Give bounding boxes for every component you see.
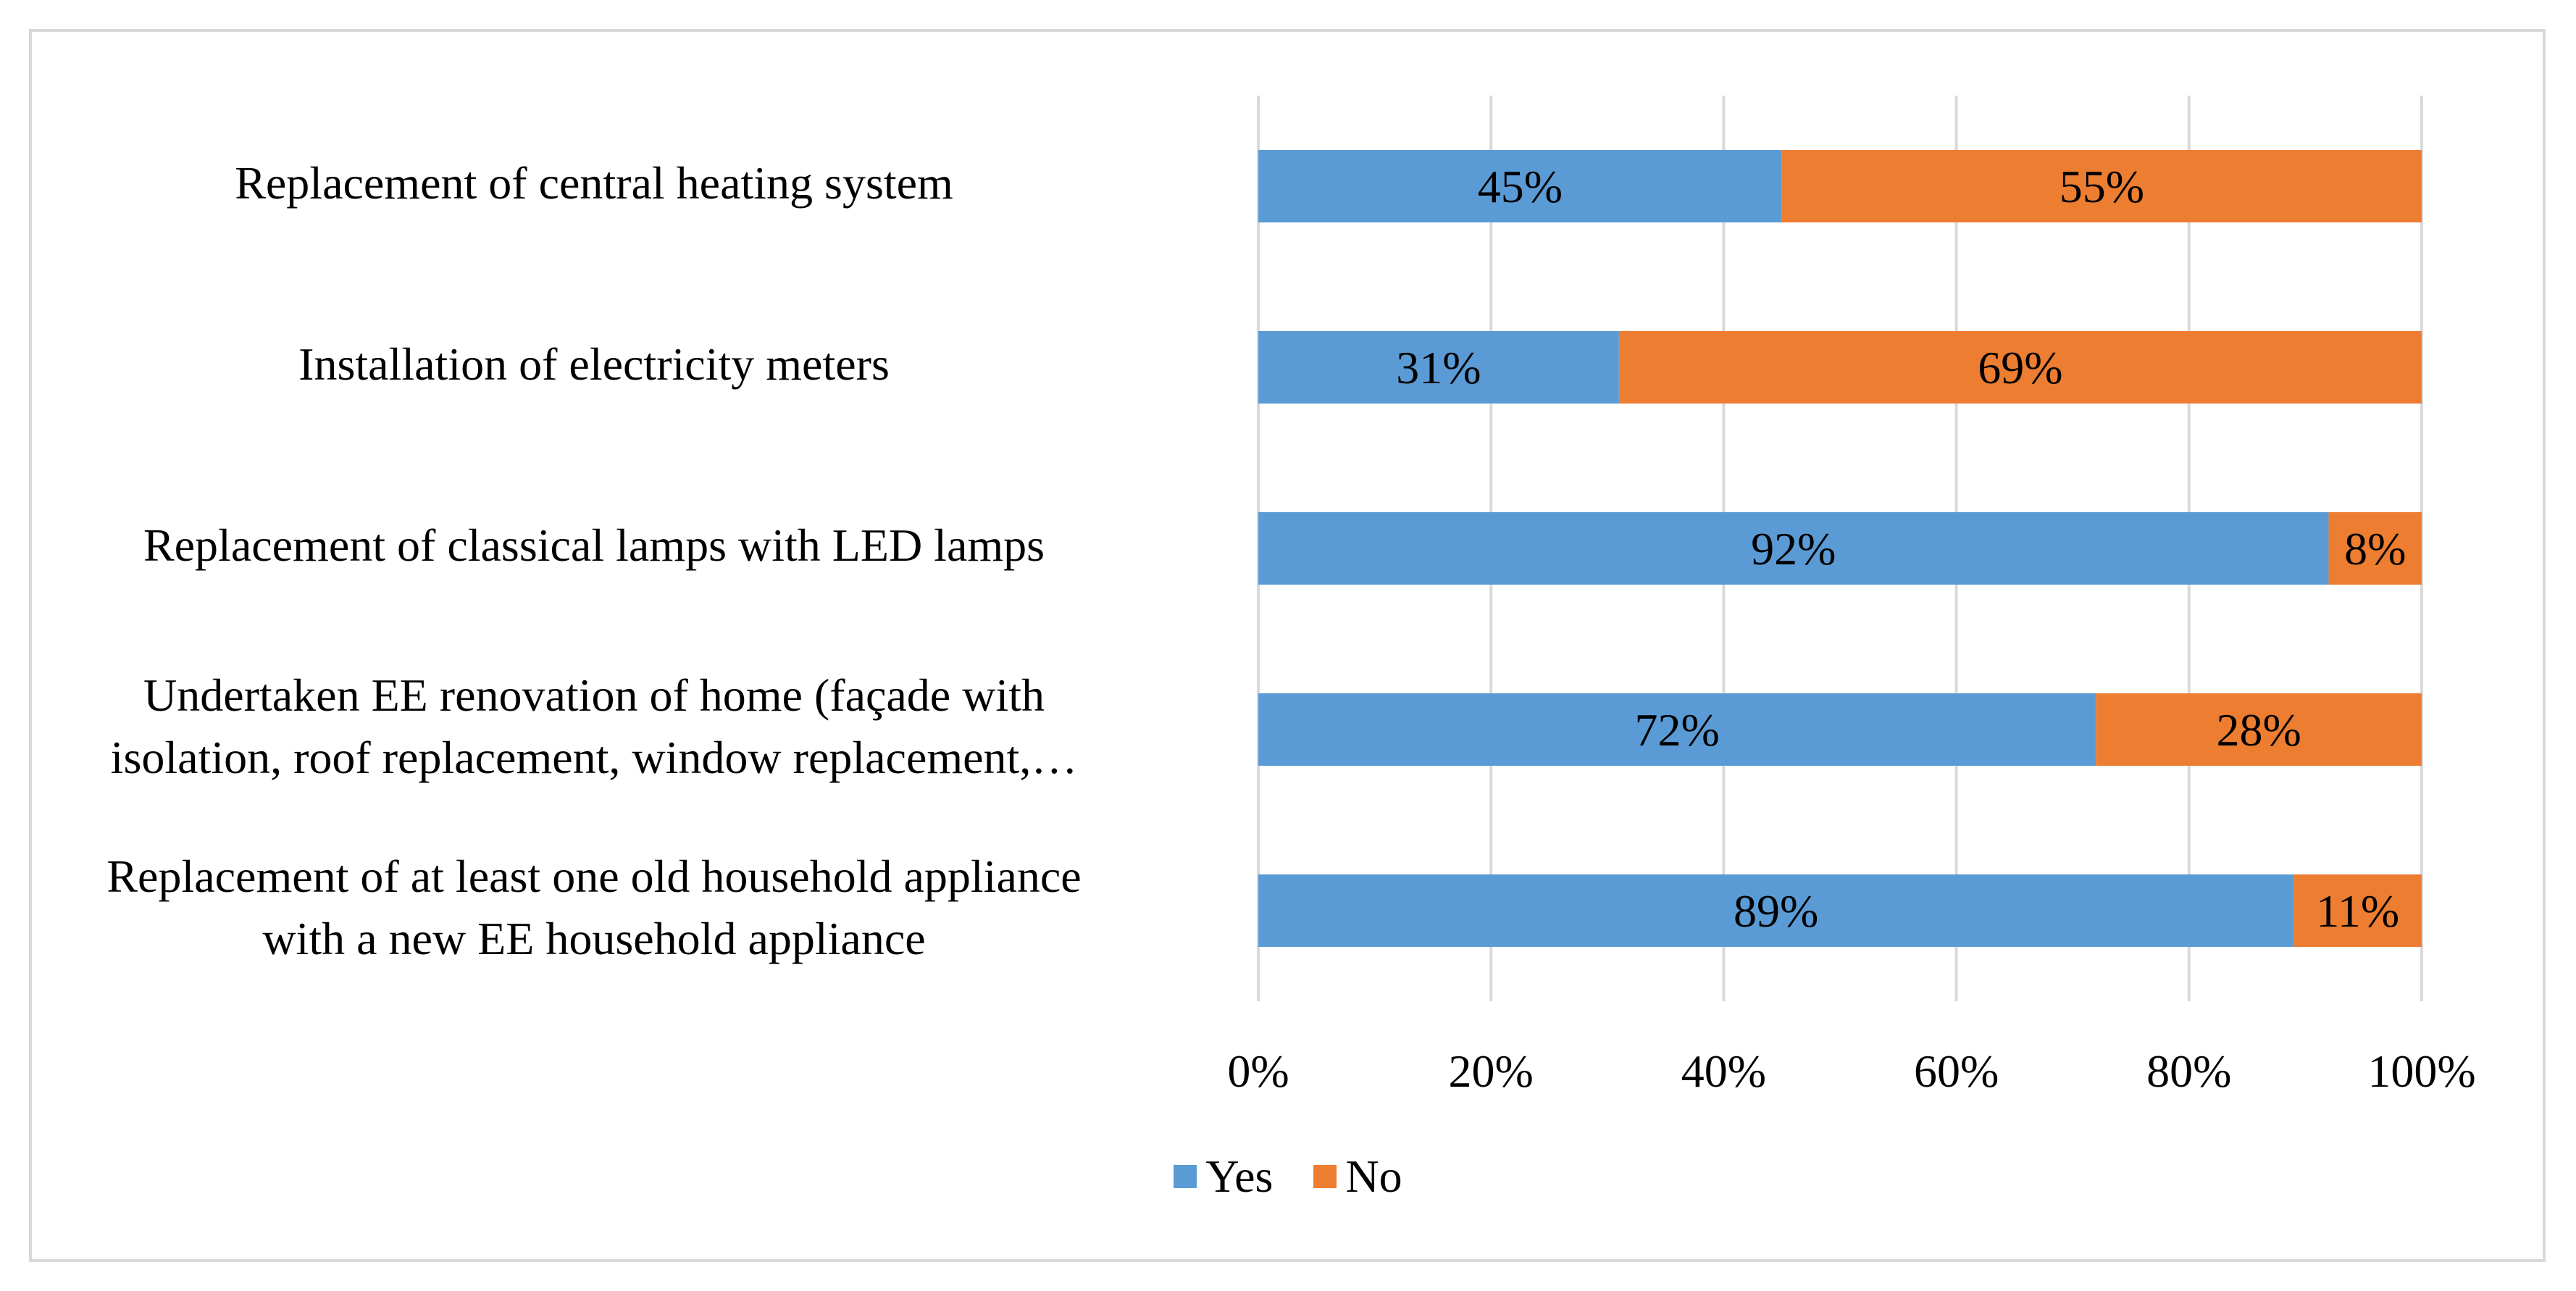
category-label-line-3-0: Undertaken EE renovation of home (façade… [143,669,1045,721]
data-label-no-2: 8% [2344,523,2406,575]
bar-yes-2 [1258,512,2329,585]
bar-no-1 [1618,331,2422,404]
x-tick-label-3: 60% [1914,1045,1999,1097]
chart-frame [29,29,2546,1262]
category-label-3: Undertaken EE renovation of home (façade… [0,664,1210,789]
x-tick-label-4: 80% [2146,1045,2231,1097]
data-label-yes-3: 72% [1635,704,1720,756]
bar-no-3 [2096,693,2422,766]
category-label-line-4-1: with a new EE household appliance [262,913,926,964]
data-label-yes-4: 89% [1734,885,1818,937]
legend-item-no: No [1313,1150,1402,1203]
data-label-no-1: 69% [1978,342,2062,393]
data-labels: 45% 55% 31% 69% 92% 8% 72% 28% 89% 11% [1396,161,2406,937]
legend: Yes No [0,1146,2576,1203]
bar-no-2 [2328,512,2422,585]
legend-label-yes: Yes [1205,1150,1274,1202]
x-tick-label-1: 20% [1449,1045,1534,1097]
x-tick-label-5: 100% [2367,1045,2475,1097]
x-axis-ticks: 0% 20% 40% 60% 80% 100% [1227,1045,2475,1097]
bars [1258,150,2422,947]
bar-no-4 [2293,874,2422,947]
data-label-yes-1: 31% [1396,342,1481,393]
bar-yes-1 [1258,331,1619,404]
bar-no-0 [1781,150,2422,222]
data-label-yes-2: 92% [1751,523,1836,575]
category-label-1: Installation of electricity meters [0,333,1210,396]
category-label-line-0-0: Replacement of central heating system [235,157,953,209]
category-label-0: Replacement of central heating system [0,152,1210,214]
bar-yes-0 [1258,150,1782,222]
category-label-4: Replacement of at least one old househol… [0,845,1210,970]
category-label-line-1-0: Installation of electricity meters [298,338,890,390]
legend-swatch-no [1313,1165,1337,1188]
legend-item-yes: Yes [1174,1150,1273,1203]
data-label-yes-0: 45% [1478,161,1563,212]
x-tick-label-2: 40% [1681,1045,1766,1097]
category-label-line-3-1: isolation, roof replacement, window repl… [110,732,1078,783]
legend-label-no: No [1345,1150,1402,1202]
bar-yes-4 [1258,874,2294,947]
data-label-no-3: 28% [2217,704,2301,756]
data-label-no-0: 55% [2059,161,2144,212]
category-label-line-2-0: Replacement of classical lamps with LED … [143,519,1045,571]
legend-swatch-yes [1174,1165,1197,1188]
category-label-2: Replacement of classical lamps with LED … [0,514,1210,577]
bar-yes-3 [1258,693,2096,766]
data-label-no-4: 11% [2316,885,2399,937]
category-label-line-4-0: Replacement of at least one old househol… [106,851,1082,902]
x-tick-label-0: 0% [1227,1045,1289,1097]
